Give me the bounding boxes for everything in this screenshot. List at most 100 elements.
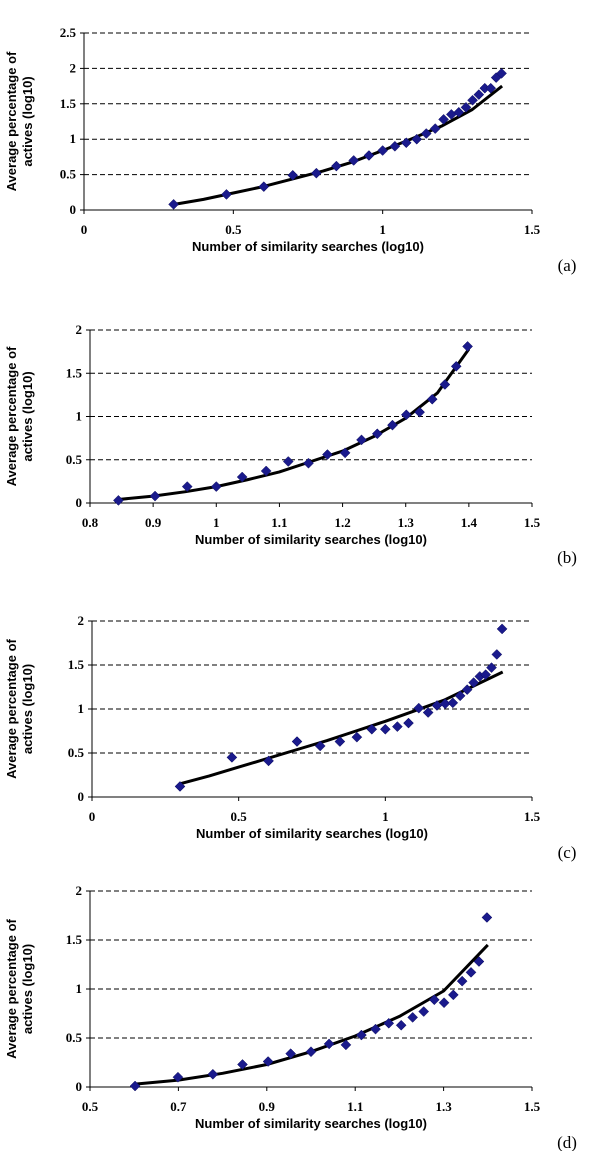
y-tick-label: 1.5 xyxy=(68,657,85,672)
x-tick-label: 0.5 xyxy=(82,1099,99,1114)
y-tick-label: 2 xyxy=(78,613,85,628)
data-point xyxy=(467,94,478,106)
data-point xyxy=(400,137,412,149)
data-point xyxy=(379,723,391,735)
x-tick-label: 0.5 xyxy=(225,222,242,237)
y-tick-label: 1 xyxy=(78,701,85,716)
data-point xyxy=(207,1068,219,1080)
data-point xyxy=(403,717,414,729)
trendline xyxy=(179,670,504,786)
data-point xyxy=(305,1046,317,1058)
data-point xyxy=(456,975,468,987)
data-point xyxy=(334,736,346,747)
x-axis-title: Number of similarity searches (log10) xyxy=(192,239,424,254)
data-point xyxy=(453,106,465,118)
panel-label: (c) xyxy=(558,843,577,862)
data-point xyxy=(331,160,342,172)
data-point xyxy=(450,360,462,372)
y-tick-label: 0.5 xyxy=(68,745,85,760)
data-point xyxy=(447,989,459,1001)
data-point xyxy=(339,447,351,459)
data-point xyxy=(491,649,503,660)
data-point xyxy=(236,471,248,483)
x-tick-label: 1.5 xyxy=(524,222,541,237)
data-point xyxy=(285,1048,297,1060)
data-point xyxy=(263,755,274,767)
data-point xyxy=(172,1071,184,1083)
data-point xyxy=(418,1006,430,1017)
data-point xyxy=(400,409,412,421)
data-point xyxy=(226,752,238,763)
data-point xyxy=(447,697,459,709)
data-point xyxy=(411,133,423,145)
panel-label: (a) xyxy=(558,256,577,275)
data-point xyxy=(377,145,389,156)
data-point xyxy=(420,128,432,139)
y-tick-label: 0.5 xyxy=(66,452,83,467)
x-tick-label: 1.5 xyxy=(524,1099,541,1114)
x-tick-label: 1 xyxy=(379,222,386,237)
data-point xyxy=(282,456,294,467)
y-axis-title-line: Average percentage of xyxy=(4,346,19,486)
x-tick-label: 0.8 xyxy=(82,515,99,530)
data-point xyxy=(210,481,222,492)
x-tick-label: 1.1 xyxy=(347,1099,363,1114)
data-point xyxy=(486,662,497,673)
trendline xyxy=(134,943,489,1086)
y-tick-label: 2 xyxy=(76,322,83,337)
data-point xyxy=(322,449,333,460)
data-point xyxy=(181,481,193,492)
trendline xyxy=(118,348,471,501)
data-point xyxy=(314,740,326,752)
data-point xyxy=(407,1012,419,1023)
data-point xyxy=(311,167,322,179)
data-point xyxy=(221,189,232,200)
y-tick-label: 0 xyxy=(76,1079,83,1094)
data-point xyxy=(237,1059,248,1070)
panel-label: (b) xyxy=(557,548,577,567)
data-point xyxy=(461,684,473,695)
x-tick-label: 0.9 xyxy=(259,1099,276,1114)
y-tick-label: 0.5 xyxy=(60,167,77,182)
y-tick-label: 2.5 xyxy=(60,25,77,40)
y-axis-title-line: actives (log10) xyxy=(20,664,35,754)
x-tick-label: 0 xyxy=(89,809,96,824)
y-tick-label: 1 xyxy=(70,131,77,146)
data-point xyxy=(387,419,398,431)
y-axis-title: Average percentage ofactives (log10) xyxy=(4,346,35,486)
y-tick-label: 0 xyxy=(76,495,83,510)
data-point xyxy=(480,669,492,681)
y-tick-label: 1.5 xyxy=(66,932,83,947)
data-point xyxy=(426,393,438,405)
data-point xyxy=(262,1056,274,1067)
data-point xyxy=(351,731,363,743)
data-point xyxy=(392,721,403,732)
y-tick-label: 1 xyxy=(76,981,83,996)
data-point xyxy=(465,966,477,978)
data-point xyxy=(389,140,401,152)
y-axis-title: Average percentage ofactives (log10) xyxy=(4,638,35,778)
data-point xyxy=(287,169,299,181)
data-point xyxy=(395,1019,407,1031)
chart-panel: 0 0.5 1 1.5 2 0.8 0.9 1 1.1 1.2 1.3 1.4 1.5 Number of… xyxy=(4,322,577,567)
data-point xyxy=(383,1017,395,1029)
data-point xyxy=(428,994,440,1006)
x-tick-label: 1 xyxy=(382,809,389,824)
data-point xyxy=(323,1038,335,1050)
y-tick-label: 2 xyxy=(70,60,77,75)
data-point xyxy=(260,465,272,477)
x-tick-label: 1.5 xyxy=(524,809,541,824)
y-axis-title-line: actives (log10) xyxy=(20,76,35,166)
data-point xyxy=(485,82,497,94)
data-point xyxy=(413,702,425,714)
chart-panel: 0 0.5 1 1.5 2 0.5 0.7 0.9 1.1 1.3 1.5 Number of sim… xyxy=(4,883,577,1151)
data-point xyxy=(366,723,378,735)
data-point xyxy=(356,434,367,446)
data-point xyxy=(481,912,493,923)
data-point xyxy=(414,406,425,418)
data-point xyxy=(496,623,508,635)
y-axis-title: Average percentage ofactives (log10) xyxy=(4,918,35,1058)
data-point xyxy=(371,428,383,440)
data-point xyxy=(340,1039,352,1051)
